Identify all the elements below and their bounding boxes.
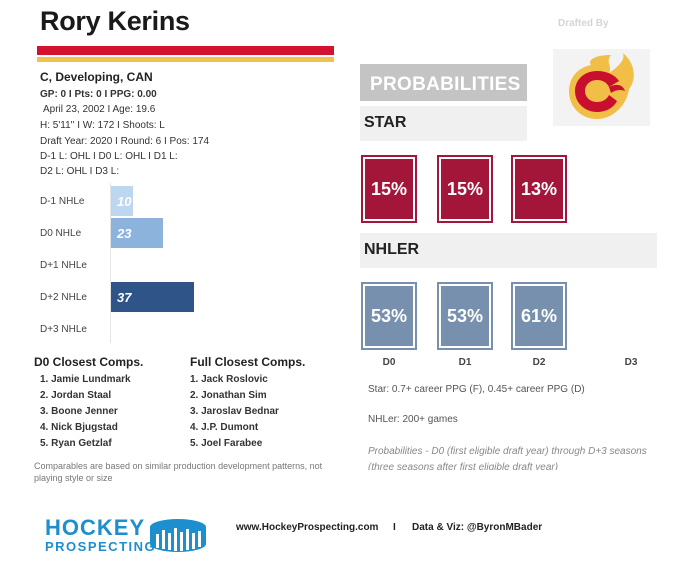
player-name: Rory Kerins xyxy=(40,6,190,36)
nhle-bar-value-dm1: 10 xyxy=(117,193,132,209)
draft-line: Draft Year: 2020 I Round: 6 I Pos: 174 xyxy=(40,136,210,147)
full-comps-title: Full Closest Comps. xyxy=(190,355,306,369)
nhle-bar-dp1 xyxy=(111,250,117,280)
nhler-prob-d0-value: 53% xyxy=(365,286,413,346)
nhler-definition: NHLer: 200+ games xyxy=(368,414,458,425)
nhle-label-dp3: D+3 NHLe xyxy=(40,324,87,335)
d0-comp-5: 5. Ryan Getzlaf xyxy=(40,438,112,449)
nhle-label-dp2: D+2 NHLe xyxy=(40,292,87,303)
full-comp-5: 5. Joel Farabee xyxy=(190,438,263,449)
nhle-bar-dp2: 37 xyxy=(111,282,194,312)
footer-separator: I xyxy=(393,522,396,533)
full-comp-3: 3. Jaroslav Bednar xyxy=(190,406,279,417)
nhler-prob-d2: 61% xyxy=(511,282,567,350)
chart-axis xyxy=(110,183,111,343)
full-comp-2: 2. Jonathan Sim xyxy=(190,390,267,401)
d0-comps-title: D0 Closest Comps. xyxy=(34,355,144,369)
d0-comp-2: 2. Jordan Staal xyxy=(40,390,112,401)
star-prob-d1-value: 15% xyxy=(441,159,489,219)
league-line-1: D-1 L: OHL I D0 L: OHL I D1 L: xyxy=(40,151,178,162)
nhle-bar-dp3 xyxy=(111,314,117,344)
full-comp-1: 1. Jack Roslovic xyxy=(190,374,268,385)
full-comp-4: 4. J.P. Dumont xyxy=(190,422,259,433)
column-label-d1: D1 xyxy=(458,357,472,368)
nhler-prob-d2-value: 61% xyxy=(515,286,563,346)
footer-site: www.HockeyProspecting.com xyxy=(236,522,379,533)
star-prob-d2-value: 13% xyxy=(515,159,563,219)
nhle-label-dp1: D+1 NHLe xyxy=(40,260,87,271)
probabilities-note: Probabilities - D0 (first eligible draft… xyxy=(368,446,647,470)
nhler-prob-d1-value: 53% xyxy=(441,286,489,346)
star-section-header: STAR xyxy=(360,106,527,141)
nhle-label-d0: D0 NHLe xyxy=(40,228,82,239)
stats-line: GP: 0 I Pts: 0 I PPG: 0.00 xyxy=(40,89,157,100)
puck-chart-icon xyxy=(148,518,208,554)
star-definition: Star: 0.7+ career PPG (F), 0.45+ career … xyxy=(368,384,585,395)
nhle-bar-dm1: 10 xyxy=(111,186,133,216)
d0-comp-3: 3. Boone Jenner xyxy=(40,406,118,417)
team-logo xyxy=(553,49,650,126)
nhle-bar-value-d0: 23 xyxy=(117,225,132,241)
star-prob-d0-value: 15% xyxy=(365,159,413,219)
star-prob-d0: 15% xyxy=(361,155,417,223)
body-line: H: 5'11'' I W: 172 I Shoots: L xyxy=(40,120,165,131)
nhle-label-dm1: D-1 NHLe xyxy=(40,196,85,207)
star-prob-d1: 15% xyxy=(437,155,493,223)
column-label-d2: D2 xyxy=(532,357,546,368)
brand-hockey: HOCKEY xyxy=(45,515,146,540)
team-stripe-red xyxy=(37,46,334,55)
star-prob-d2: 13% xyxy=(511,155,567,223)
column-label-d0: D0 xyxy=(382,357,396,368)
footer-credit: Data & Viz: @ByronMBader xyxy=(412,522,543,533)
d0-comp-1: 1. Jamie Lundmark xyxy=(40,374,131,385)
brand-prospecting: PROSPECTING xyxy=(45,539,157,554)
probabilities-header: PROBABILITIES xyxy=(360,64,527,101)
column-label-d3: D3 xyxy=(624,357,638,368)
birth-line: April 23, 2002 I Age: 19.6 xyxy=(43,104,156,115)
nhler-section-header: NHLER xyxy=(360,233,657,268)
team-stripe-yellow xyxy=(37,57,334,62)
league-line-2: D2 L: OHL I D3 L: xyxy=(40,166,120,177)
position-line: C, Developing, CAN xyxy=(40,70,153,84)
nhler-prob-d1: 53% xyxy=(437,282,493,350)
comps-note: Comparables are based on similar product… xyxy=(34,461,323,483)
d0-comp-4: 4. Nick Bjugstad xyxy=(40,422,118,433)
nhle-bar-value-dp2: 37 xyxy=(117,289,132,305)
nhle-bar-d0: 23 xyxy=(111,218,163,248)
drafted-by-label: Drafted By xyxy=(558,18,609,29)
flames-logo-icon xyxy=(569,53,634,119)
nhler-prob-d0: 53% xyxy=(361,282,417,350)
